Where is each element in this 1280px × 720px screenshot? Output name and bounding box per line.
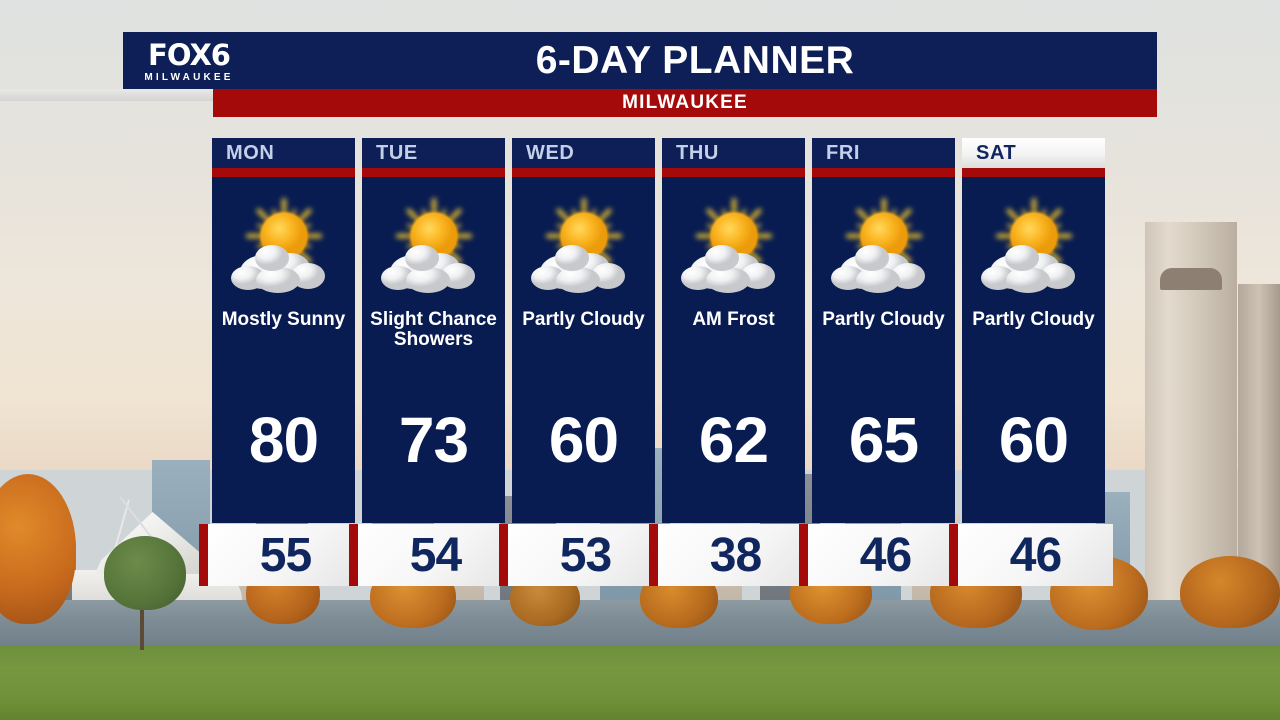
page-title: 6-DAY PLANNER xyxy=(535,38,855,82)
header-bar: 6-DAY PLANNER xyxy=(123,32,1157,89)
low-temperature: 38 xyxy=(709,528,762,582)
low-box-left-accent xyxy=(949,524,958,586)
header-shadow xyxy=(0,89,216,101)
forecast-column-tue[interactable]: TUE xyxy=(362,138,505,523)
header-rule xyxy=(512,168,655,177)
condition-text: AM Frost xyxy=(692,309,775,330)
sun-behind-clouds-icon xyxy=(831,198,925,293)
low-temperature-box[interactable]: 54 xyxy=(349,524,522,586)
forecast-column-thu[interactable]: THU xyxy=(662,138,805,523)
weather-icon xyxy=(962,186,1105,296)
market-label: MILWAUKEE xyxy=(144,72,234,83)
weather-icon xyxy=(662,186,805,296)
day-label: TUE xyxy=(376,141,418,164)
low-box-left-accent xyxy=(199,524,208,586)
day-header: MON xyxy=(212,138,355,168)
low-box-left-accent xyxy=(799,524,808,586)
low-box-left-accent xyxy=(349,524,358,586)
day-header: FRI xyxy=(812,138,955,168)
weather-icon xyxy=(512,186,655,296)
lawn xyxy=(0,645,1280,720)
high-temperature: 62 xyxy=(698,404,769,476)
tree-trunk xyxy=(140,592,144,650)
fox6-logo-icon: FOX6 MILWAUKEE xyxy=(133,40,245,84)
forecast-column-fri[interactable]: FRI xyxy=(812,138,955,523)
day-label: SAT xyxy=(976,141,1017,164)
header-rule xyxy=(662,168,805,177)
low-temperature-box[interactable]: 46 xyxy=(799,524,972,586)
sun-behind-clouds-icon xyxy=(381,198,475,293)
forecast-column-wed[interactable]: WED xyxy=(512,138,655,523)
high-temperature: 60 xyxy=(998,404,1069,476)
sun-behind-clouds-icon xyxy=(981,198,1075,293)
low-temperature-box[interactable]: 38 xyxy=(649,524,822,586)
condition-text: Partly Cloudy xyxy=(522,309,645,330)
day-header: SAT xyxy=(962,138,1105,168)
low-temperature: 46 xyxy=(1009,528,1062,582)
sun-behind-clouds-icon xyxy=(531,198,625,293)
low-temperature: 53 xyxy=(559,528,612,582)
day-header: THU xyxy=(662,138,805,168)
high-temperature: 60 xyxy=(548,404,619,476)
high-temperature: 65 xyxy=(848,404,919,476)
day-header: WED xyxy=(512,138,655,168)
high-temperature: 80 xyxy=(248,404,319,476)
day-label: THU xyxy=(676,141,719,164)
city-bar: MILWAUKEE xyxy=(213,89,1157,117)
header-rule xyxy=(212,168,355,177)
header-rule xyxy=(812,168,955,177)
high-temperature: 73 xyxy=(398,404,469,476)
low-box-left-accent xyxy=(499,524,508,586)
tree xyxy=(0,474,76,624)
low-temperature-box[interactable]: 46 xyxy=(949,524,1113,586)
tower-crown xyxy=(1160,268,1222,290)
low-temperature: 55 xyxy=(259,528,312,582)
weather-icon xyxy=(212,186,355,296)
header-rule xyxy=(362,168,505,177)
low-temperature-box[interactable]: 53 xyxy=(499,524,672,586)
condition-text: Slight Chance Showers xyxy=(370,309,497,351)
low-temperature-box[interactable]: 55 xyxy=(199,524,372,586)
condition-text: Partly Cloudy xyxy=(822,309,945,330)
day-label: WED xyxy=(526,141,575,164)
sun-behind-clouds-icon xyxy=(681,198,775,293)
day-header: TUE xyxy=(362,138,505,168)
tree xyxy=(1180,556,1280,628)
day-label: FRI xyxy=(826,141,861,164)
network-label: FOX6 xyxy=(148,38,231,72)
weather-icon xyxy=(812,186,955,296)
condition-text: Partly Cloudy xyxy=(972,309,1095,330)
city-name: MILWAUKEE xyxy=(622,92,748,113)
low-temperature: 46 xyxy=(859,528,912,582)
condition-text: Mostly Sunny xyxy=(221,309,346,330)
day-label: MON xyxy=(226,141,275,164)
header-rule xyxy=(962,168,1105,177)
low-temperature: 54 xyxy=(409,528,462,582)
forecast-column-mon[interactable]: MON xyxy=(212,138,355,523)
tree xyxy=(104,536,186,610)
low-box-left-accent xyxy=(649,524,658,586)
weather-icon xyxy=(362,186,505,296)
sun-behind-clouds-icon xyxy=(231,198,325,293)
forecast-column-sat[interactable]: SAT xyxy=(962,138,1105,523)
